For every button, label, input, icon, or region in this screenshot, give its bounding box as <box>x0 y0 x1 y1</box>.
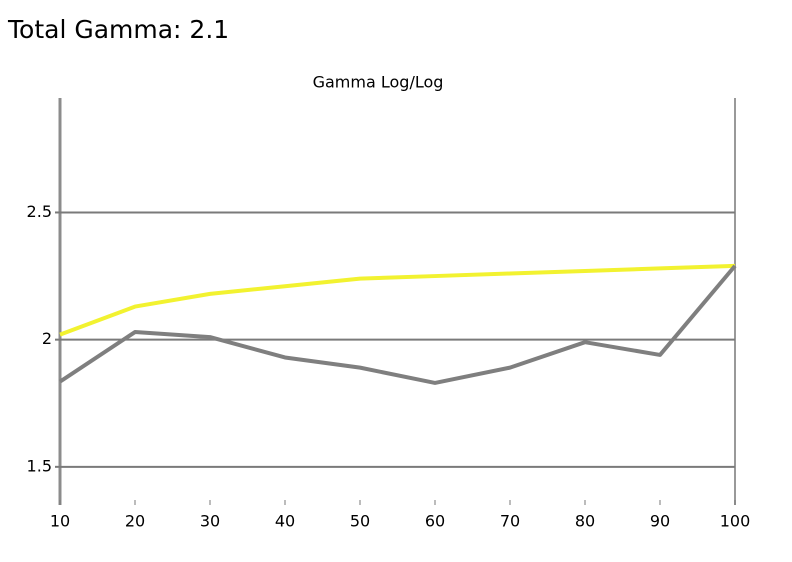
x-tick-label: 80 <box>575 512 595 531</box>
x-tick-label: 60 <box>425 512 445 531</box>
x-tick-label: 100 <box>720 512 751 531</box>
data-line <box>58 264 737 385</box>
x-tick-label: 10 <box>50 512 70 531</box>
y-tick-label: 2.5 <box>27 202 52 221</box>
x-tick-label: 40 <box>275 512 295 531</box>
page-title: Total Gamma: 2.1 <box>7 15 229 44</box>
data-line <box>59 263 736 337</box>
x-tick-label: 50 <box>350 512 370 531</box>
chart-title: Gamma Log/Log <box>313 73 444 92</box>
x-tick-label: 20 <box>125 512 145 531</box>
x-tick-label: 30 <box>200 512 220 531</box>
x-tick-label: 90 <box>650 512 670 531</box>
y-tick-label: 1.5 <box>27 456 52 475</box>
x-tick-label: 70 <box>500 512 520 531</box>
y-tick-label: 2 <box>42 329 52 348</box>
